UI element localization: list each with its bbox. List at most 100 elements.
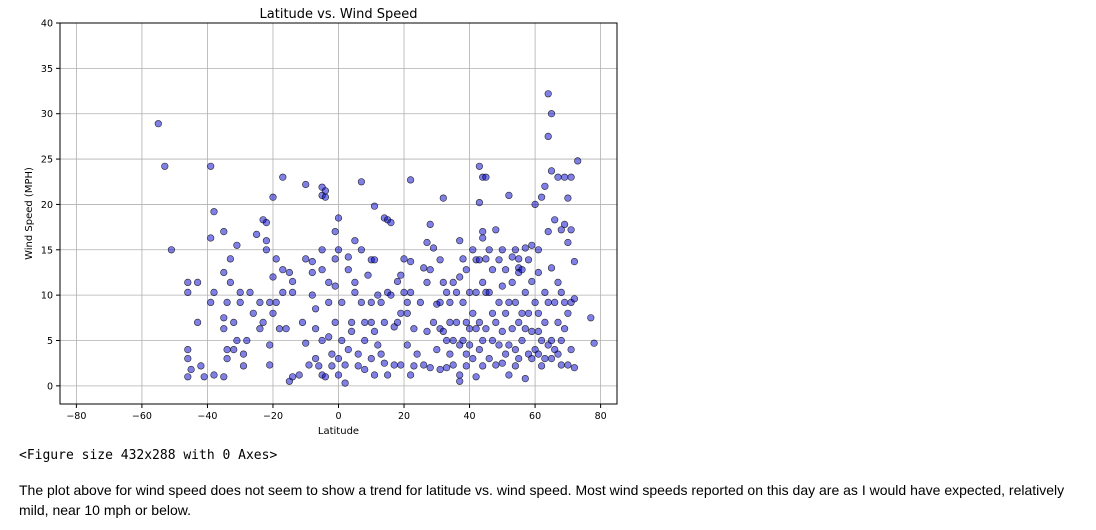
data-point (328, 350, 336, 358)
data-point (439, 327, 447, 336)
data-point (449, 278, 457, 287)
data-point (420, 264, 428, 272)
data-point (220, 325, 228, 333)
data-point (289, 288, 297, 297)
data-point (407, 288, 415, 297)
data-point (439, 278, 447, 287)
data-point (466, 341, 474, 349)
data-point (554, 318, 562, 327)
data-point (511, 346, 520, 354)
data-point (482, 255, 490, 263)
data-point (397, 271, 405, 279)
data-point (210, 371, 218, 379)
data-point (361, 336, 369, 345)
data-point (560, 220, 569, 228)
data-point (207, 298, 215, 307)
x-tick-label: −80 (66, 411, 86, 422)
data-point (524, 256, 533, 264)
data-point (564, 194, 572, 202)
x-axis-ticks: −80 −60 −40 −20 0 20 40 60 80 (66, 404, 607, 422)
data-point (466, 325, 474, 333)
data-point (246, 288, 254, 297)
data-point (207, 162, 215, 170)
data-point (436, 365, 444, 374)
data-point (230, 346, 238, 354)
data-point (534, 327, 543, 336)
data-point (279, 266, 287, 274)
data-point (498, 327, 506, 336)
data-point (537, 193, 546, 201)
data-point (541, 355, 549, 363)
data-point (338, 336, 346, 345)
data-point (488, 266, 497, 274)
x-tick-label: 80 (595, 411, 607, 422)
data-point (570, 258, 579, 266)
data-points (154, 90, 598, 387)
markdown-paragraph: The plot above for wind speed does not s… (19, 482, 1065, 518)
data-point (436, 298, 444, 307)
data-point (262, 219, 271, 227)
data-point (557, 226, 565, 234)
data-point (426, 266, 434, 274)
data-point (325, 278, 333, 287)
data-point (537, 362, 546, 370)
x-tick-label: 40 (464, 411, 476, 422)
data-point (351, 288, 359, 297)
data-point (534, 268, 543, 277)
data-point (475, 346, 484, 354)
data-point (295, 371, 303, 379)
data-point (328, 362, 336, 370)
data-point (554, 173, 562, 181)
data-point (508, 325, 516, 333)
data-point (443, 364, 451, 372)
x-axis-label: Latitude (318, 426, 359, 437)
data-point (308, 258, 316, 266)
data-point (256, 325, 264, 333)
data-point (547, 355, 556, 363)
data-point (511, 362, 520, 370)
data-point (528, 355, 536, 363)
data-point (459, 255, 467, 263)
data-point (469, 309, 477, 317)
data-point (367, 298, 375, 307)
data-point (370, 371, 379, 379)
data-point (488, 309, 497, 317)
data-point (230, 318, 238, 327)
data-point (426, 364, 434, 372)
data-point (334, 246, 343, 254)
data-point (167, 246, 175, 254)
data-point (354, 350, 362, 358)
data-point (334, 214, 343, 222)
data-point (485, 246, 493, 254)
data-point (351, 278, 359, 287)
data-point (184, 278, 192, 287)
data-point (298, 318, 307, 327)
data-point (338, 298, 346, 307)
data-point (508, 278, 516, 287)
data-point (256, 298, 264, 307)
data-point (239, 350, 248, 358)
data-point (272, 255, 280, 263)
data-point (272, 298, 280, 307)
data-point (541, 318, 549, 327)
x-tick-label: 0 (335, 411, 341, 422)
data-point (541, 182, 549, 190)
data-point (439, 194, 447, 202)
data-point (488, 336, 497, 345)
data-point (557, 336, 565, 345)
data-point (564, 309, 572, 317)
data-point (521, 325, 529, 333)
data-point (207, 234, 215, 242)
data-point (475, 199, 484, 207)
data-point (492, 318, 500, 327)
data-point (462, 362, 470, 370)
data-point (400, 255, 408, 263)
data-point (475, 256, 484, 264)
data-point (370, 256, 379, 264)
data-point (380, 318, 389, 327)
data-point (357, 178, 366, 186)
data-point (544, 298, 552, 307)
data-point (551, 216, 559, 224)
data-point (321, 187, 330, 195)
y-tick-label: 35 (41, 64, 53, 75)
